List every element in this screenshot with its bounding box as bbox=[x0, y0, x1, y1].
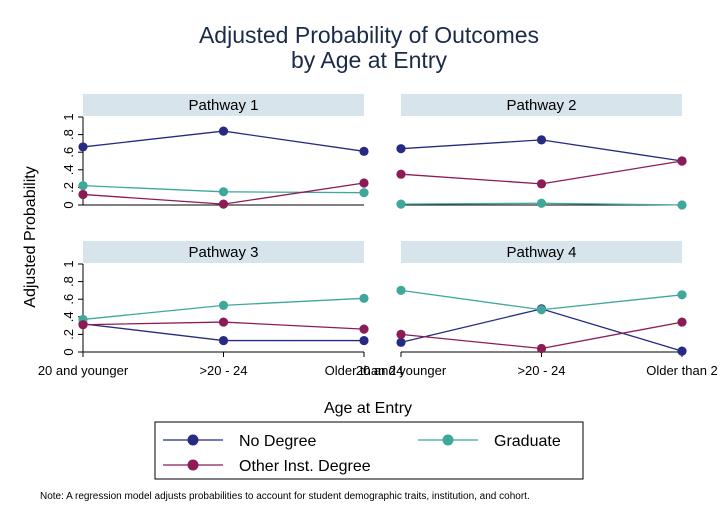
legend-marker bbox=[187, 459, 199, 471]
panel-pathway-1: Pathway 1 0 .2 .4 .6 .8 1 bbox=[61, 94, 369, 209]
data-point-no-degree bbox=[218, 126, 229, 136]
data-point-graduate bbox=[396, 285, 406, 295]
footnote: Note: A regression model adjusts probabi… bbox=[40, 491, 530, 502]
chart-title: Adjusted Probability of Outcomes bbox=[199, 22, 539, 48]
legend-item-other-inst-degree: Other Inst. Degree bbox=[163, 458, 371, 475]
panel-strip bbox=[83, 94, 364, 116]
y-axis-title: Adjusted Probability bbox=[22, 166, 39, 307]
y-tick-label: 0 bbox=[61, 348, 76, 355]
panel-pathway-2: Pathway 2 bbox=[396, 94, 687, 210]
data-point-no-degree bbox=[359, 335, 369, 346]
legend-item-no-degree: No Degree bbox=[163, 433, 316, 450]
data-point-other-inst-degree bbox=[677, 317, 687, 327]
data-point-graduate bbox=[536, 198, 547, 208]
data-point-graduate bbox=[396, 199, 406, 209]
data-point-graduate bbox=[677, 290, 687, 300]
y-tick-label: 1 bbox=[61, 113, 76, 120]
legend-label: Graduate bbox=[494, 433, 561, 450]
y-tick-label: 1 bbox=[61, 260, 76, 267]
y-tick-label: .2 bbox=[61, 329, 76, 340]
y-tick-label: 0 bbox=[61, 201, 76, 208]
data-point-no-degree bbox=[536, 135, 547, 145]
panel-strip bbox=[83, 241, 364, 263]
data-point-other-inst-degree bbox=[677, 156, 687, 166]
y-tick-label: .8 bbox=[61, 276, 76, 287]
data-point-other-inst-degree bbox=[396, 329, 406, 339]
y-tick-label: .4 bbox=[61, 164, 76, 175]
data-point-no-degree bbox=[218, 335, 229, 346]
data-point-other-inst-degree bbox=[218, 199, 229, 209]
data-point-other-inst-degree bbox=[536, 179, 547, 189]
data-point-no-degree bbox=[359, 146, 369, 156]
data-point-other-inst-degree bbox=[78, 189, 88, 200]
legend: No Degree Graduate Other Inst. Degree bbox=[154, 421, 584, 480]
panels-group: Pathway 1 0 .2 .4 .6 .8 1 Pathway 2 Pathway 3 0 .2… bbox=[38, 94, 718, 378]
data-point-graduate bbox=[536, 305, 547, 315]
panel-title: Pathway 2 bbox=[506, 97, 576, 114]
data-point-graduate bbox=[218, 300, 229, 310]
legend-item-graduate: Graduate bbox=[418, 433, 561, 450]
data-point-no-degree bbox=[396, 144, 406, 154]
y-tick-label: .2 bbox=[61, 182, 76, 193]
data-point-other-inst-degree bbox=[359, 324, 369, 334]
y-tick-label: .8 bbox=[61, 129, 76, 140]
legend-box bbox=[154, 421, 584, 480]
y-tick-label: .6 bbox=[61, 294, 76, 305]
panel-title: Pathway 4 bbox=[506, 244, 576, 261]
data-point-graduate bbox=[677, 200, 687, 210]
legend-label: Other Inst. Degree bbox=[239, 458, 371, 475]
panel-strip bbox=[401, 241, 682, 263]
panel-title: Pathway 3 bbox=[188, 244, 258, 261]
data-point-no-degree bbox=[78, 142, 88, 152]
legend-marker bbox=[442, 434, 454, 446]
x-axis-title: Age at Entry bbox=[324, 400, 412, 417]
x-tick-label: 20 and younger bbox=[356, 363, 447, 378]
data-point-graduate bbox=[359, 188, 369, 198]
data-point-other-inst-degree bbox=[396, 169, 406, 179]
panel-pathway-3: Pathway 3 0 .2 .4 .6 .8 1 20 and younger >20 - 2… bbox=[38, 241, 404, 378]
chart-subtitle: by Age at Entry bbox=[291, 47, 447, 73]
data-point-other-inst-degree bbox=[536, 343, 547, 354]
y-tick-label: .6 bbox=[61, 147, 76, 158]
legend-marker bbox=[187, 434, 199, 446]
data-point-no-degree bbox=[677, 346, 687, 356]
data-point-graduate bbox=[78, 181, 88, 191]
x-tick-label: >20 - 24 bbox=[517, 363, 565, 378]
y-tick-label: .4 bbox=[61, 311, 76, 322]
x-tick-label: Older than 2 bbox=[646, 363, 718, 378]
panel-pathway-4: Pathway 4 20 and younger >20 - 24 Older tha… bbox=[356, 241, 718, 378]
legend-label: No Degree bbox=[239, 433, 316, 450]
panel-strip bbox=[401, 94, 682, 116]
data-point-graduate bbox=[218, 187, 229, 197]
panel-title: Pathway 1 bbox=[188, 97, 258, 114]
data-point-other-inst-degree bbox=[359, 178, 369, 188]
x-tick-label: Older than 24 bbox=[325, 363, 404, 378]
data-point-no-degree bbox=[396, 337, 406, 347]
x-tick-label: 20 and younger bbox=[38, 363, 129, 378]
data-point-other-inst-degree bbox=[78, 320, 88, 330]
x-tick-label: >20 - 24 bbox=[199, 363, 247, 378]
data-point-other-inst-degree bbox=[218, 317, 229, 327]
data-point-graduate bbox=[359, 293, 369, 303]
